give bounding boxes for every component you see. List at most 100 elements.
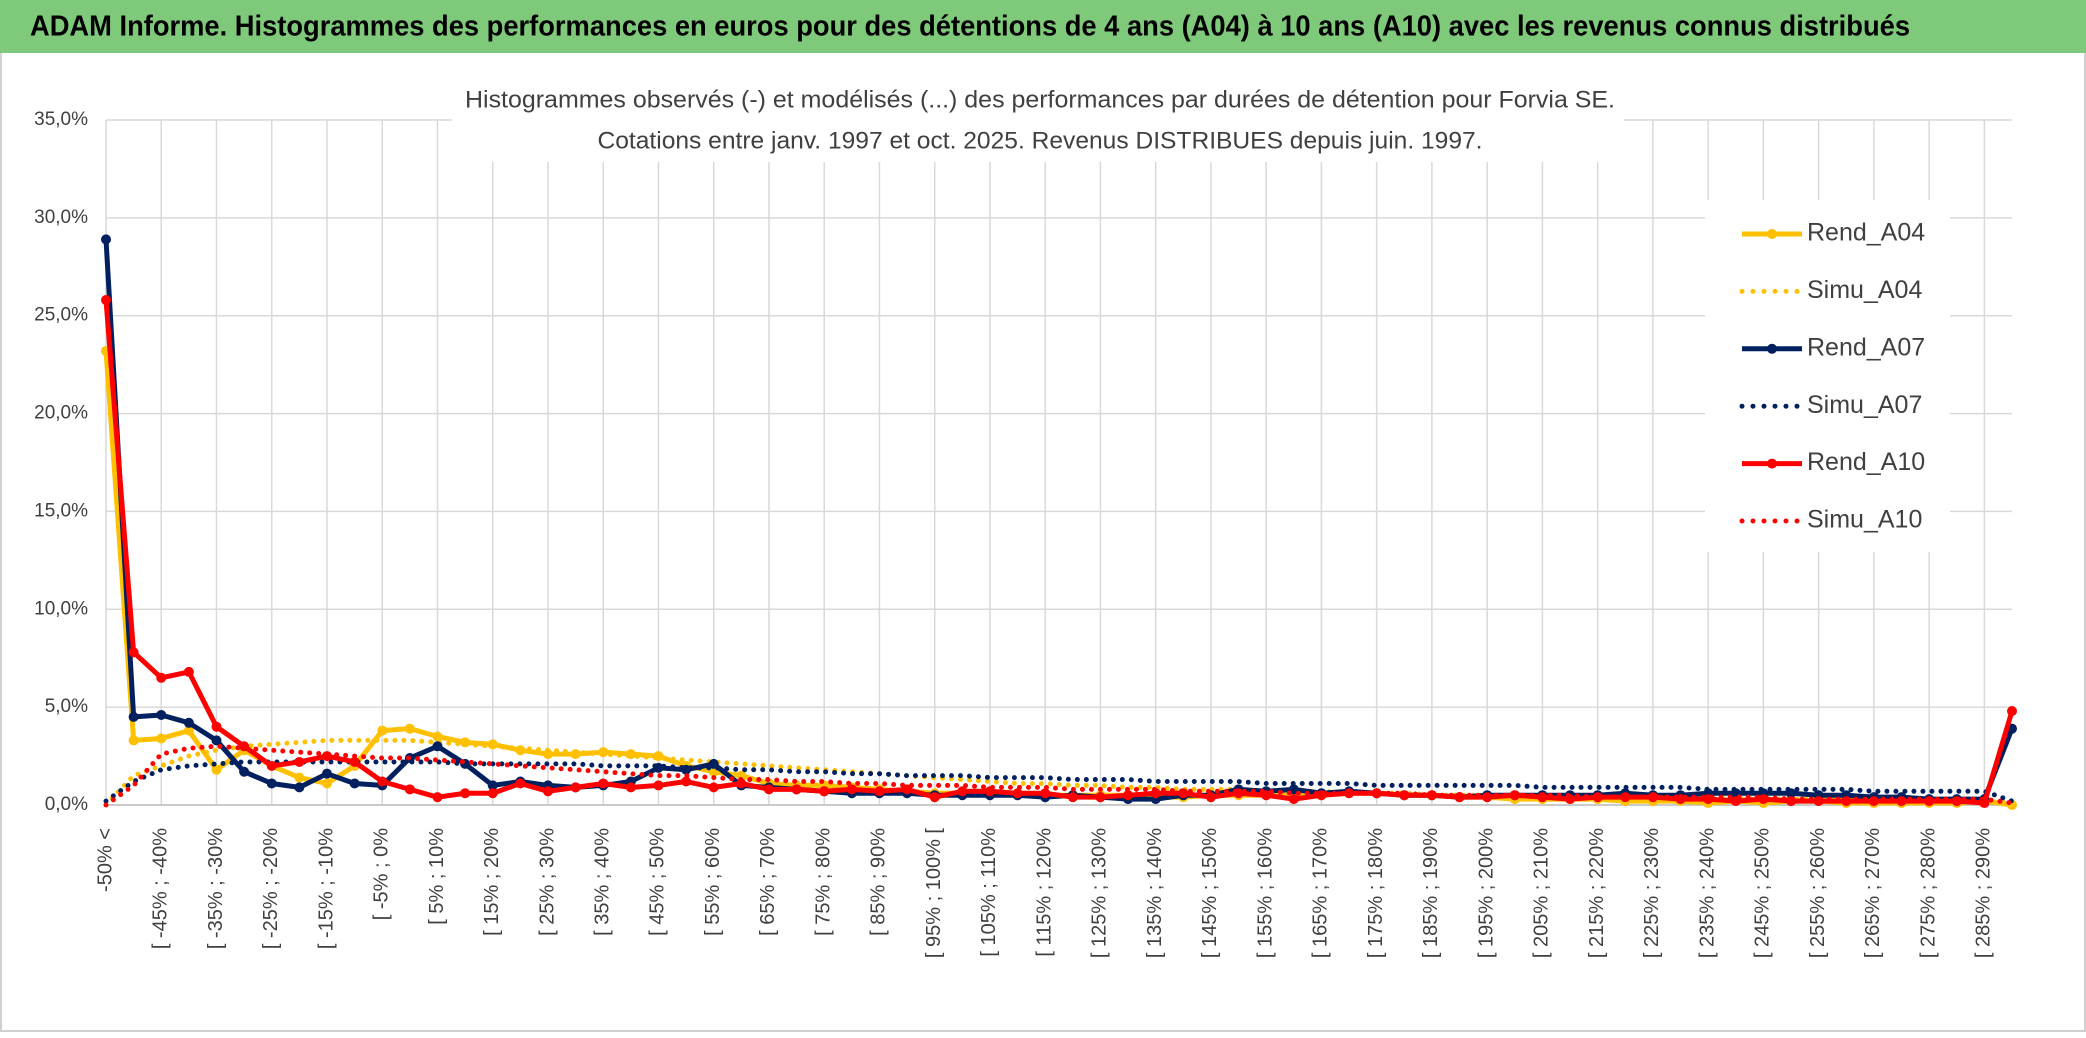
legend-marker [1767, 343, 1777, 354]
x-tick-label: [ 35% ; 40% [591, 828, 613, 936]
header-bar [0, 0, 2086, 53]
point [404, 784, 415, 795]
x-tick-label: [ -15% ; -10% [315, 828, 337, 949]
point [128, 647, 139, 658]
x-tick-label: [ 55% ; 60% [702, 828, 724, 936]
x-tick-label: [ 5% ; 10% [426, 828, 448, 925]
title-background [452, 82, 1624, 162]
series-line [103, 759, 2015, 804]
series-line [103, 737, 2015, 808]
y-tick-label: 25,0% [34, 305, 88, 326]
x-tick-label: [ 115% ; 120% [1033, 828, 1055, 957]
point [1040, 788, 1051, 799]
point [211, 735, 222, 746]
point [432, 731, 443, 742]
chart-title: Histogrammes observés (-) et modélisés (… [465, 86, 1615, 113]
point [542, 786, 553, 797]
point [432, 792, 443, 803]
point [1067, 792, 1078, 803]
point [819, 786, 830, 797]
legend-label: Simu_A10 [1807, 506, 1922, 534]
point [128, 711, 139, 722]
point [570, 782, 581, 793]
x-tick-label: [ 225% ; 230% [1641, 828, 1663, 958]
y-tick-label: 10,0% [34, 598, 88, 619]
x-tick-label: [ 205% ; 210% [1531, 828, 1553, 958]
x-tick-label: [ 75% ; 80% [812, 828, 834, 936]
x-tick-label: [ 95% ; 100% [ [923, 828, 945, 959]
point [791, 784, 802, 795]
point [432, 741, 443, 752]
x-tick-label: [ 275% ; 280% [1917, 828, 1939, 958]
point [1205, 792, 1216, 803]
point [1620, 792, 1631, 803]
x-tick-label: -50% < [94, 828, 116, 892]
legend-label: Rend_A10 [1807, 448, 1925, 476]
point [183, 725, 194, 736]
point [349, 778, 360, 789]
point [156, 709, 167, 720]
point [294, 772, 305, 783]
point [239, 766, 250, 777]
point [625, 782, 636, 793]
x-tick-label: [ 265% ; 270% [1862, 828, 1884, 958]
point [377, 776, 388, 787]
point [101, 234, 111, 245]
point [1288, 794, 1299, 805]
point [211, 721, 222, 732]
point [1095, 792, 1106, 803]
point [681, 776, 692, 787]
y-tick-label: 0,0% [45, 794, 88, 815]
y-tick-label: 15,0% [34, 500, 88, 521]
legend-background [1705, 200, 1950, 552]
series-line [103, 743, 2015, 808]
point [128, 735, 139, 746]
x-tick-label: [ 195% ; 200% [1475, 828, 1497, 958]
point [1344, 788, 1355, 799]
point [266, 760, 277, 771]
point [846, 784, 857, 795]
x-tick-label: [ 105% ; 110% [978, 828, 1000, 957]
legend-label: Simu_A04 [1807, 276, 1922, 304]
x-tick-label: [ -25% ; -20% [260, 828, 282, 949]
point [653, 780, 664, 791]
point [266, 778, 277, 789]
chart-subtitle: Cotations entre janv. 1997 et oct. 2025.… [598, 127, 1483, 154]
point [487, 788, 498, 799]
point [515, 778, 526, 789]
y-tick-label: 30,0% [34, 207, 88, 228]
point [211, 764, 222, 775]
point [1371, 788, 1382, 799]
x-tick-label: [ 85% ; 90% [868, 828, 890, 936]
x-tick-label: [ 255% ; 260% [1807, 828, 1829, 958]
point [156, 672, 167, 683]
x-tick-label: [ 215% ; 220% [1586, 828, 1608, 958]
x-tick-label: [ 135% ; 140% [1144, 828, 1166, 958]
x-tick-label: [ 155% ; 160% [1254, 828, 1276, 958]
point [874, 786, 885, 797]
point [1012, 788, 1023, 799]
x-tick-label: [ 125% ; 130% [1089, 828, 1111, 958]
point [183, 666, 194, 677]
point [321, 768, 332, 779]
x-tick-label: [ -35% ; -30% [205, 828, 227, 949]
point [460, 788, 471, 799]
legend-marker [1767, 458, 1777, 469]
x-tick-label: [ 15% ; 20% [481, 828, 503, 936]
y-tick-label: 5,0% [45, 696, 88, 717]
x-tick-label: [ 65% ; 70% [757, 828, 779, 936]
point [2007, 706, 2017, 717]
legend-label: Rend_A07 [1807, 333, 1925, 361]
point [487, 780, 498, 791]
point [321, 778, 332, 789]
point [377, 725, 388, 736]
x-tick-label: [ 145% ; 150% [1199, 828, 1221, 958]
point [929, 792, 940, 803]
x-tick-label: [ 175% ; 180% [1365, 828, 1387, 958]
point [598, 778, 609, 789]
legend-label: Simu_A07 [1807, 391, 1922, 419]
legend-marker [1767, 229, 1777, 239]
legend-label: Rend_A04 [1807, 219, 1925, 247]
x-tick-label: [ -5% ; 0% [371, 828, 393, 920]
